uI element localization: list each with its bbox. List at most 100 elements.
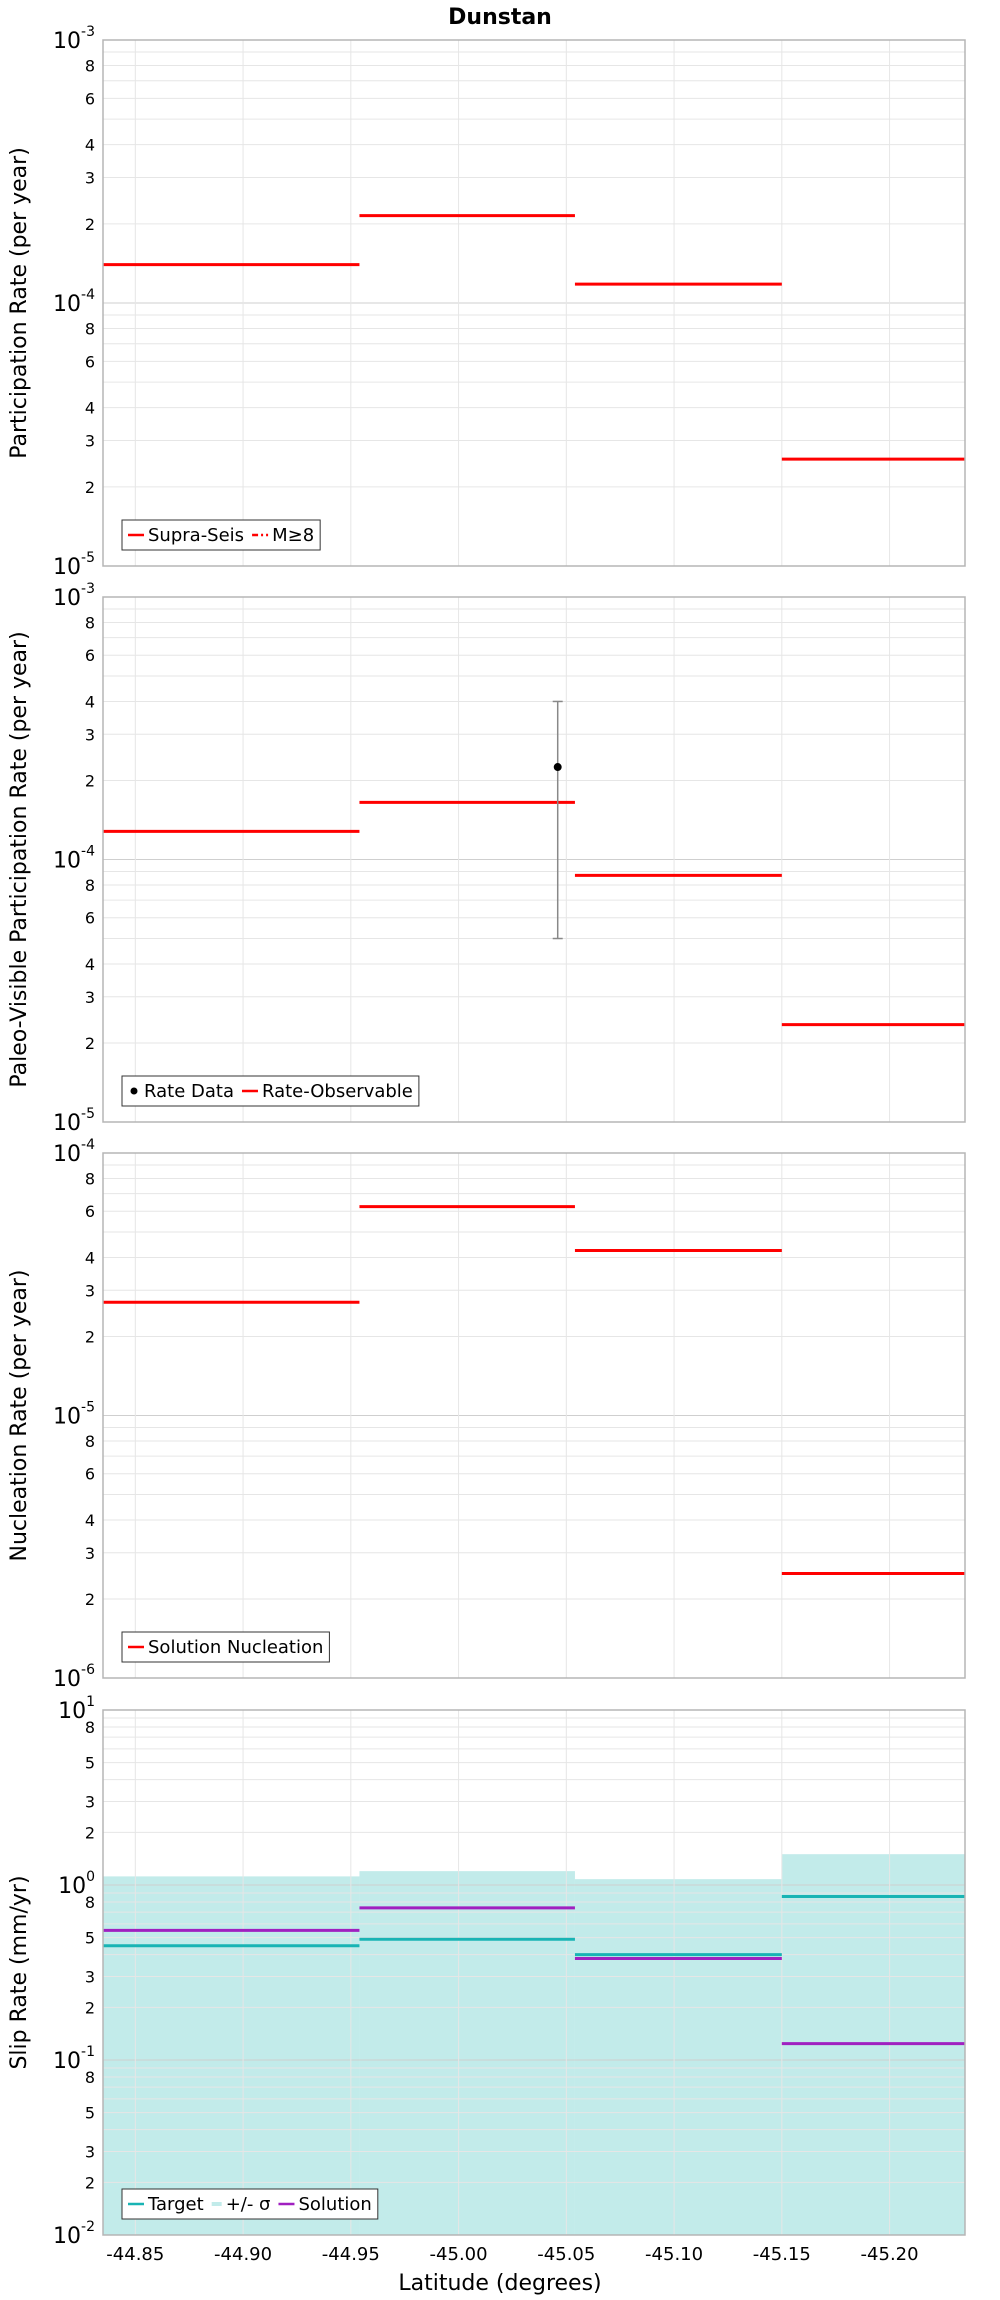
y-minor-tick-label: 6 [85, 89, 95, 108]
y-minor-tick-label: 2 [85, 1590, 95, 1609]
y-minor-tick-label: 8 [85, 1893, 95, 1912]
x-tick-label: -44.95 [322, 2244, 380, 2265]
y-minor-tick-label: 8 [85, 1169, 95, 1188]
y-minor-tick-label: 8 [85, 613, 95, 632]
y-tick-label: 10-3 [53, 24, 95, 54]
chart-panels: Participation Rate (per year)10-310-410-… [7, 24, 966, 2249]
y-minor-tick-label: 4 [85, 955, 95, 974]
panel-4: Slip Rate (mm/yr) 101 100 10-1 10-2 2 3 5 8 2 3 5 8 2… [7, 1694, 966, 2249]
y-minor-tick-label: 6 [85, 646, 95, 665]
y-minor-tick-label: 3 [85, 1544, 95, 1563]
grid [103, 40, 965, 566]
sigma-band [103, 1876, 360, 2235]
x-tick-label: -45.15 [753, 2244, 811, 2265]
y-tick-label: 10-1 [53, 2044, 95, 2074]
legend: Supra-Seis M≥8 [121, 519, 321, 551]
legend-label: Target [147, 2194, 204, 2215]
y-minor-tick-label: 3 [85, 1281, 95, 1300]
y-tick-label: 10-3 [53, 581, 95, 611]
legend-box [121, 2188, 379, 2220]
y-tick-label: 10-2 [53, 2219, 95, 2249]
legend-label: M≥8 [272, 525, 314, 546]
y-axis-label: Participation Rate (per year) [7, 147, 32, 459]
y-minor-tick-label: 2 [85, 1327, 95, 1346]
legend: Rate Data Rate-Observable [121, 1075, 420, 1107]
legend: Target +/- σ Solution [121, 2188, 379, 2220]
data-point [553, 763, 562, 772]
legend-label: Solution Nucleation [148, 1637, 323, 1658]
y-minor-tick-label: 3 [85, 988, 95, 1007]
y-tick-label: 100 [58, 1869, 95, 1899]
legend-box [121, 1075, 420, 1107]
x-tick-label: -45.00 [430, 2244, 488, 2265]
y-tick-label: 101 [58, 1694, 95, 1724]
legend-box [121, 1631, 330, 1663]
sigma-band [359, 1871, 575, 2235]
legend-marker [130, 1087, 138, 1095]
y-axis-label: Slip Rate (mm/yr) [7, 1875, 32, 2069]
y-axis-label: Nucleation Rate (per year) [7, 1270, 32, 1562]
y-minor-tick-label: 2 [85, 1998, 95, 2017]
y-tick-label: 10-4 [53, 287, 95, 317]
legend-label: Rate-Observable [262, 1081, 413, 1102]
plot-frame [102, 1152, 966, 1679]
x-axis: -44.85 -44.90 -44.95 -45.00 -45.05 -45.10 -45.… [106, 2244, 918, 2265]
y-minor-tick-label: 2 [85, 771, 95, 790]
plot-frame [102, 596, 966, 1123]
legend-label: +/- σ [226, 2194, 271, 2215]
chart-title: Dunstan [448, 5, 552, 30]
y-tick-label: 10-5 [53, 1400, 95, 1430]
y-minor-tick-label: 3 [85, 1793, 95, 1812]
y-minor-tick-label: 2 [85, 2173, 95, 2192]
y-tick-label: 10-5 [53, 1106, 95, 1136]
x-axis-label: Latitude (degrees) [398, 2271, 601, 2296]
grid [103, 597, 965, 1122]
y-minor-tick-label: 2 [85, 215, 95, 234]
y-minor-tick-label: 3 [85, 432, 95, 451]
y-minor-tick-label: 8 [85, 1432, 95, 1451]
grid [103, 1710, 965, 2235]
plot-frame [102, 39, 966, 567]
y-tick-label: 10-6 [53, 1662, 95, 1692]
y-minor-tick-label: 4 [85, 692, 95, 711]
y-minor-tick-label: 8 [85, 876, 95, 895]
legend: Solution Nucleation [121, 1631, 330, 1663]
sigma-band [574, 1879, 782, 2235]
y-minor-tick-label: 4 [85, 399, 95, 418]
y-minor-tick-label: 3 [85, 1968, 95, 1987]
y-minor-tick-label: 4 [85, 1511, 95, 1530]
y-minor-tick-label: 8 [85, 1718, 95, 1737]
x-tick-label: -45.10 [645, 2244, 703, 2265]
y-minor-tick-label: 6 [85, 1465, 95, 1484]
x-tick-label: -45.20 [861, 2244, 919, 2265]
y-tick-label: 10-5 [53, 550, 95, 580]
y-axis-label: Paleo-Visible Participation Rate (per ye… [7, 631, 32, 1087]
y-tick-label: 10-4 [53, 844, 95, 874]
y-minor-tick-label: 3 [85, 169, 95, 188]
y-minor-tick-label: 8 [85, 319, 95, 338]
y-minor-tick-label: 3 [85, 725, 95, 744]
legend-box [121, 519, 321, 551]
legend-label: Solution [298, 2194, 371, 2215]
x-tick-label: -45.05 [537, 2244, 595, 2265]
panel-1: Participation Rate (per year) 10-3 10-4 10-… [7, 24, 966, 580]
y-tick-label: 10-4 [53, 1137, 95, 1167]
y-minor-tick-label: 6 [85, 352, 95, 371]
x-tick-label: -44.90 [214, 2244, 272, 2265]
plot-frame [102, 1709, 966, 2236]
y-minor-tick-label: 2 [85, 478, 95, 497]
y-minor-tick-label: 5 [85, 1929, 95, 1948]
y-minor-tick-label: 2 [85, 1034, 95, 1053]
y-minor-tick-label: 8 [85, 56, 95, 75]
y-minor-tick-label: 4 [85, 136, 95, 155]
x-tick-label: -44.85 [106, 2244, 164, 2265]
y-minor-tick-label: 8 [85, 2068, 95, 2087]
y-minor-tick-label: 2 [85, 1823, 95, 1842]
panel-2: Paleo-Visible Participation Rate (per ye… [7, 581, 966, 1136]
y-minor-tick-label: 3 [85, 2143, 95, 2162]
y-minor-tick-label: 5 [85, 1754, 95, 1773]
y-minor-tick-label: 6 [85, 1202, 95, 1221]
legend-marker [211, 2202, 222, 2206]
y-minor-tick-label: 5 [85, 2104, 95, 2123]
